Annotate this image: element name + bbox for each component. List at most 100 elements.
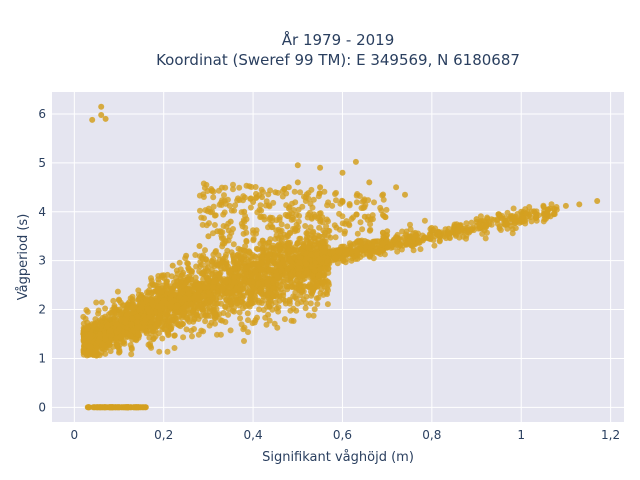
- data-point: [278, 234, 285, 241]
- data-point: [297, 292, 304, 299]
- data-point: [219, 291, 226, 298]
- data-point: [197, 207, 203, 214]
- data-point: [477, 213, 484, 220]
- data-point: [258, 259, 265, 266]
- data-point: [435, 228, 442, 235]
- data-point: [273, 293, 280, 300]
- data-point: [497, 227, 504, 233]
- data-point: [128, 351, 135, 358]
- data-point: [80, 336, 87, 343]
- data-point: [142, 404, 149, 411]
- data-point: [195, 282, 202, 289]
- data-point: [407, 221, 413, 228]
- data-point: [176, 259, 183, 266]
- data-point: [209, 187, 216, 194]
- data-point: [227, 327, 234, 334]
- data-point: [185, 260, 191, 267]
- data-point: [309, 278, 316, 285]
- data-point: [111, 306, 118, 313]
- data-point: [271, 320, 278, 327]
- data-point: [174, 302, 181, 309]
- data-point: [313, 295, 320, 302]
- data-point: [196, 253, 203, 260]
- data-point: [323, 216, 330, 223]
- data-point: [294, 179, 301, 186]
- data-point: [293, 277, 300, 284]
- data-point: [243, 182, 250, 189]
- data-point: [240, 326, 247, 333]
- data-point: [257, 214, 264, 221]
- data-point: [245, 248, 252, 255]
- data-point: [182, 295, 189, 302]
- data-point: [123, 311, 130, 318]
- data-point: [181, 305, 188, 311]
- data-point: [321, 266, 328, 273]
- data-point: [227, 218, 234, 225]
- data-point: [303, 260, 310, 267]
- data-point: [311, 211, 317, 218]
- data-point: [270, 285, 277, 292]
- data-point: [202, 318, 209, 325]
- data-point: [163, 308, 170, 315]
- data-point: [171, 332, 178, 339]
- data-point: [332, 191, 338, 197]
- data-point: [241, 338, 247, 344]
- data-point: [484, 214, 491, 221]
- data-point: [357, 254, 364, 260]
- data-point: [369, 250, 376, 256]
- data-point: [301, 242, 308, 249]
- data-point: [163, 282, 170, 289]
- data-point: [102, 313, 109, 320]
- data-point: [363, 243, 369, 250]
- y-tick-label: 1: [38, 351, 46, 365]
- data-point: [533, 214, 540, 221]
- data-point: [307, 300, 314, 307]
- data-point: [315, 272, 322, 279]
- data-point: [242, 271, 249, 278]
- data-point: [228, 207, 235, 214]
- y-tick-label: 4: [38, 205, 46, 219]
- data-point: [160, 272, 167, 279]
- data-point: [293, 211, 300, 218]
- data-point: [317, 210, 324, 217]
- data-point: [329, 249, 336, 256]
- data-point: [87, 343, 94, 350]
- data-point: [195, 294, 201, 301]
- data-point: [237, 315, 244, 322]
- data-point: [277, 283, 283, 290]
- data-point: [256, 306, 263, 313]
- data-point: [483, 221, 490, 228]
- y-tick-label: 2: [38, 303, 46, 317]
- data-point: [321, 248, 328, 255]
- data-point: [116, 348, 123, 355]
- data-point: [114, 288, 121, 295]
- x-tick-label: 0: [71, 428, 79, 442]
- data-point: [339, 199, 346, 205]
- data-point: [192, 252, 199, 258]
- data-point: [310, 312, 317, 319]
- data-point: [285, 256, 292, 262]
- data-point: [287, 272, 294, 279]
- data-point: [214, 228, 221, 235]
- data-point: [279, 193, 286, 200]
- data-point: [551, 210, 558, 216]
- data-point: [255, 280, 262, 287]
- y-tick-label: 5: [38, 156, 46, 170]
- x-axis-ticks: 0 0,2 0,4 0,6 0,8 1 1,2: [71, 428, 621, 442]
- data-point: [468, 226, 475, 233]
- data-point: [370, 238, 377, 245]
- data-point: [503, 220, 510, 227]
- data-point: [148, 299, 155, 306]
- data-point: [203, 181, 210, 188]
- data-point: [315, 193, 322, 200]
- data-point: [291, 188, 298, 195]
- data-point: [512, 213, 519, 220]
- data-point: [361, 213, 368, 220]
- data-point: [473, 216, 480, 223]
- data-point: [421, 234, 428, 241]
- data-point: [158, 302, 165, 309]
- data-point: [243, 229, 250, 236]
- data-point: [317, 216, 324, 223]
- data-point: [253, 288, 259, 295]
- data-point: [84, 308, 91, 315]
